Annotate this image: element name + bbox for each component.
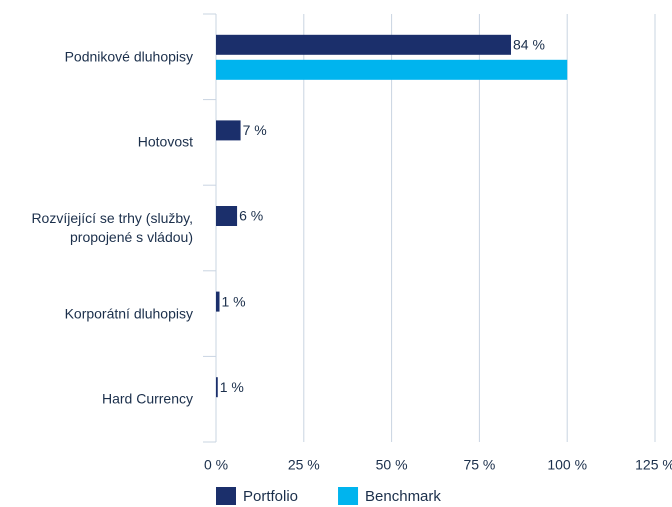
bar	[216, 120, 241, 141]
bar	[216, 59, 568, 80]
x-tick-label: 75 %	[463, 457, 495, 473]
legend-label: Portfolio	[243, 488, 298, 505]
value-label: 84 %	[513, 37, 545, 53]
category-label: Hotovost	[137, 133, 193, 150]
value-label: 1 %	[220, 379, 244, 395]
bar	[216, 34, 512, 55]
legend-label: Benchmark	[365, 488, 441, 505]
category-label: Korporátní dluhopisy	[64, 305, 193, 322]
value-label: 6 %	[239, 208, 263, 224]
bar	[216, 377, 218, 398]
x-tick-label: 125 %	[635, 457, 672, 473]
legend-swatch	[216, 487, 236, 505]
category-label: Hard Currency	[101, 390, 193, 407]
x-tick-label: 25 %	[288, 457, 320, 473]
x-tick-label: 100 %	[547, 457, 587, 473]
x-tick-label: 50 %	[376, 457, 408, 473]
category-label: Podnikové dluhopisy	[64, 48, 193, 65]
legend-swatch	[338, 487, 359, 505]
value-label: 1 %	[222, 293, 246, 309]
value-label: 7 %	[243, 122, 267, 138]
bar	[216, 291, 220, 312]
category-label: Rozvíjející se trhy (služby, propojené s…	[31, 210, 193, 245]
bar	[216, 206, 238, 226]
x-tick-label: 0 %	[204, 457, 228, 473]
